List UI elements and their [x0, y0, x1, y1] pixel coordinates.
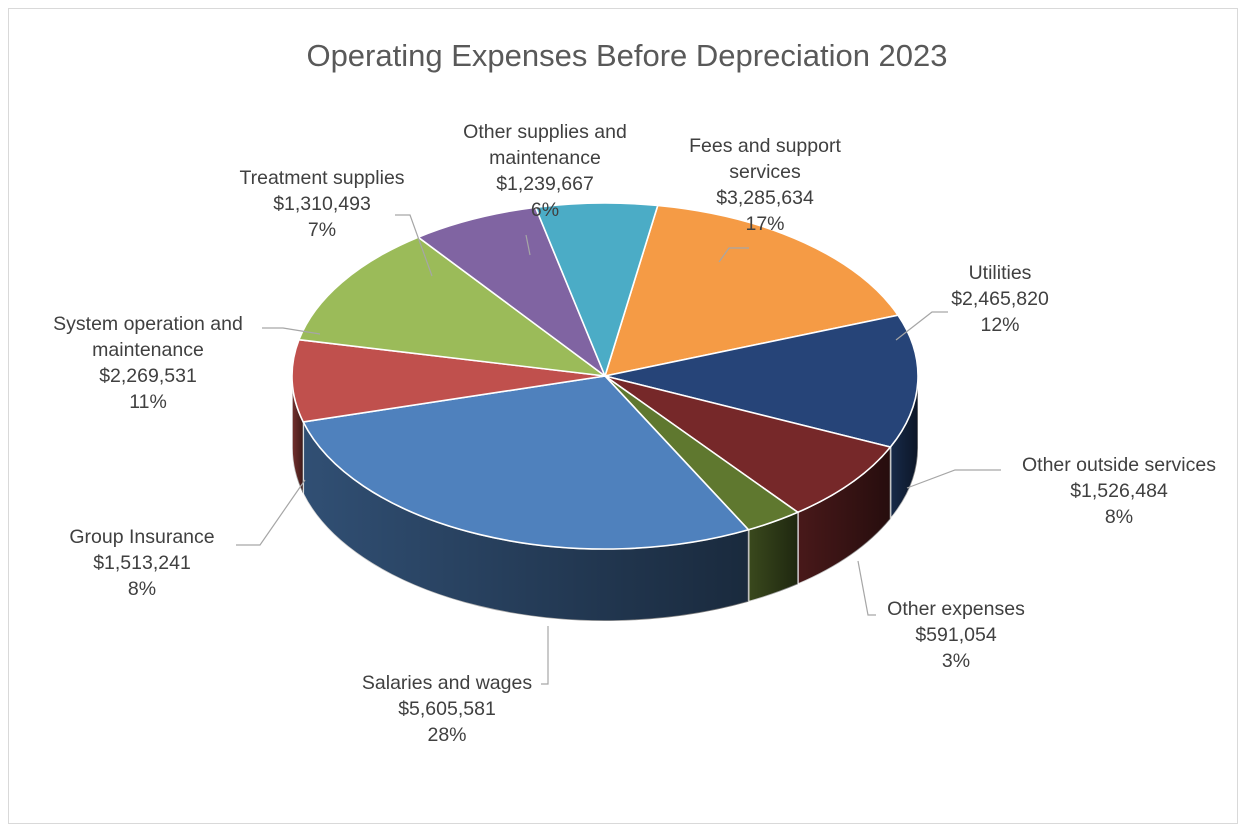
leader-line-other-expenses: [857, 560, 876, 616]
data-labels: Fees and support services $3,285,634 17% Uti…: [53, 121, 1216, 746]
data-label-other-supplies-category-line: maintenance: [489, 147, 601, 169]
data-label-salaries-category-line: Salaries and wages: [362, 672, 532, 694]
data-label-salaries-percent: 28%: [427, 724, 466, 746]
data-label-treatment-supplies-value: $1,310,493: [273, 193, 371, 215]
pie-slice-salaries: [302, 375, 750, 550]
leader-line-fees: [718, 247, 749, 263]
data-label-other-expenses-value: $591,054: [915, 624, 996, 646]
pie-slice-other-supplies: [534, 202, 659, 377]
pie-slice-group-insurance: [291, 338, 606, 423]
data-label-utilities-category-line: Utilities: [969, 262, 1032, 284]
pie-slice-treatment-supplies: [417, 206, 606, 377]
data-label-fees-percent: 17%: [745, 213, 784, 235]
data-label-other-supplies-value: $1,239,667: [496, 173, 594, 195]
data-label-fees: Fees and support services $3,285,634 17%: [689, 135, 841, 235]
data-label-other-expenses: Other expenses $591,054 3%: [887, 598, 1025, 672]
leader-line-other-supplies: [525, 234, 531, 256]
data-label-other-outside-percent: 8%: [1105, 506, 1133, 528]
data-label-group-insurance: Group Insurance $1,513,241 8%: [69, 526, 214, 600]
chart-title: Operating Expenses Before Depreciation 2…: [306, 38, 947, 73]
leader-line-treatment-supplies: [395, 214, 433, 277]
leader-line-other-outside: [906, 469, 1001, 489]
data-label-treatment-supplies-percent: 7%: [308, 219, 336, 241]
pie-side-shade-group-insurance: [292, 376, 304, 494]
pie-side-shade-utilities: [890, 376, 918, 520]
data-label-fees-value: $3,285,634: [716, 187, 814, 209]
pie-slice-system-operation: [298, 236, 606, 377]
pie-side-shade-other-expenses: [748, 512, 798, 602]
data-label-utilities-percent: 12%: [980, 314, 1019, 336]
data-label-system-operation-percent: 11%: [129, 391, 167, 413]
pie-tops: [291, 202, 919, 550]
pie-slice-fees: [604, 204, 899, 377]
data-label-treatment-supplies-category-line: Treatment supplies: [239, 167, 404, 189]
leader-line-group-insurance: [236, 479, 306, 546]
data-label-other-outside-category-line: Other outside services: [1022, 454, 1216, 476]
data-label-group-insurance-percent: 8%: [128, 578, 156, 600]
data-label-system-operation: System operation and maintenance $2,269,53…: [53, 313, 243, 413]
data-label-other-supplies-category-line: Other supplies and: [463, 121, 627, 143]
data-label-system-operation-category-line: System operation and: [53, 313, 243, 335]
data-label-other-expenses-category-line: Other expenses: [887, 598, 1025, 620]
data-label-utilities-value: $2,465,820: [951, 288, 1049, 310]
leader-line-salaries: [541, 626, 549, 685]
data-label-other-supplies: Other supplies and maintenance $1,239,667 6…: [463, 121, 627, 221]
data-label-fees-category-line: services: [729, 161, 801, 183]
data-label-other-outside: Other outside services $1,526,484 8%: [1022, 454, 1216, 528]
leader-line-utilities: [895, 311, 948, 341]
leader-lines: [236, 214, 1001, 685]
pie-sides: [291, 375, 919, 622]
data-label-group-insurance-value: $1,513,241: [93, 552, 191, 574]
data-label-other-outside-value: $1,526,484: [1070, 480, 1168, 502]
data-label-salaries: Salaries and wages $5,605,581 28%: [362, 672, 532, 746]
data-label-fees-category-line: Fees and support: [689, 135, 841, 157]
data-label-other-supplies-percent: 6%: [531, 199, 559, 221]
data-label-system-operation-category-line: maintenance: [92, 339, 204, 361]
data-label-other-expenses-percent: 3%: [942, 650, 970, 672]
pie-side-shade-other-outside: [797, 447, 891, 585]
data-label-utilities: Utilities $2,465,820 12%: [951, 262, 1049, 336]
pie-slice-other-outside: [604, 375, 892, 514]
pie-slice-utilities: [604, 314, 919, 448]
data-label-salaries-value: $5,605,581: [398, 698, 496, 720]
data-label-treatment-supplies: Treatment supplies $1,310,493 7%: [239, 167, 404, 241]
leader-line-system-operation: [262, 327, 321, 335]
pie-side-shade-salaries: [303, 421, 749, 621]
data-label-system-operation-value: $2,269,531: [99, 365, 197, 387]
data-label-group-insurance-category-line: Group Insurance: [69, 526, 214, 548]
